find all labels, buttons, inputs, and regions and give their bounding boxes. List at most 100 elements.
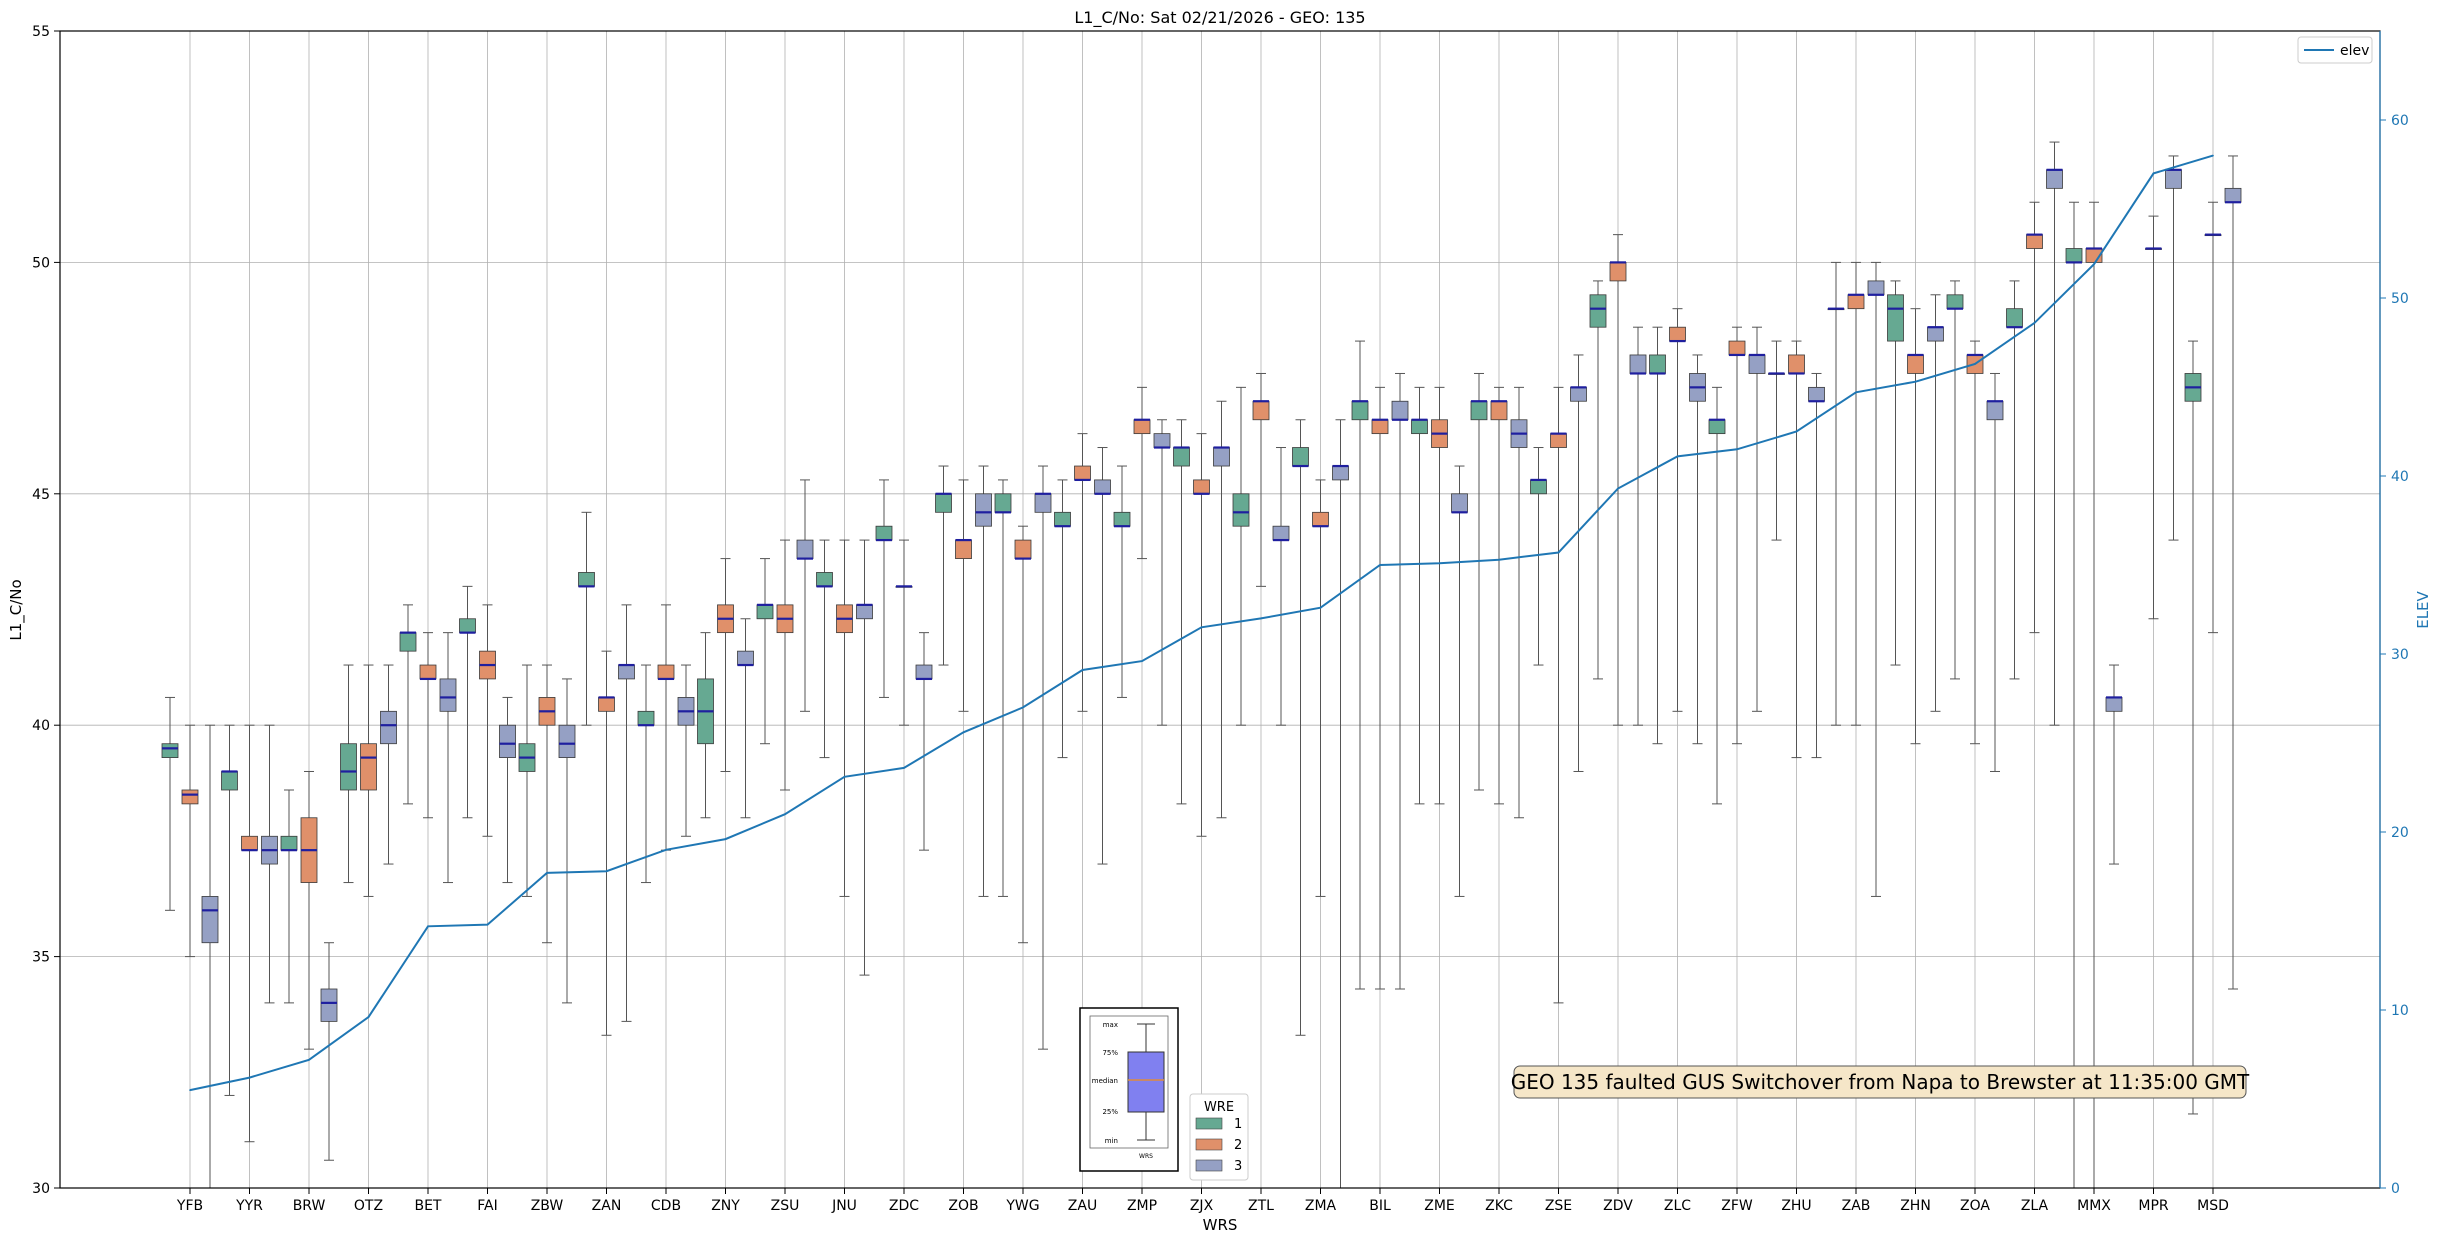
x-tick-label: FAI (477, 1198, 497, 1214)
wre-legend-label-1: 1 (1234, 1117, 1242, 1132)
box-iqr (975, 493, 992, 527)
box-ZHU-wre1 (1768, 340, 1785, 541)
box-iqr (1470, 400, 1488, 421)
x-tick-label: MPR (2138, 1198, 2169, 1214)
box-YWG-wre1 (994, 479, 1012, 897)
box-ZDV-wre3 (1629, 326, 1647, 726)
elev-point-FAI (486, 923, 489, 926)
box-iqr (439, 678, 457, 712)
box-ZHN-wre3 (1927, 294, 1944, 712)
x-tick-label: ZNY (711, 1198, 740, 1214)
box-ZSU-wre2 (776, 539, 794, 791)
box-ZMA-wre2 (1312, 479, 1329, 897)
wre-legend-label-2: 2 (1234, 1138, 1242, 1153)
box-BET-wre2 (419, 632, 437, 819)
box-ZLC-wre1 (1649, 326, 1666, 745)
box-iqr (2006, 308, 2023, 328)
box-FAI-wre2 (479, 604, 496, 837)
elev-point-ZOA (1974, 363, 1976, 365)
elev-point-MPR (2152, 172, 2155, 175)
box-ZAU-wre3 (1094, 447, 1111, 865)
box-iqr (181, 789, 199, 805)
box-iqr (161, 743, 179, 758)
box-iqr (1391, 400, 1409, 421)
box-iqr (1153, 433, 1171, 448)
box-iqr (2046, 169, 2063, 189)
box-iqr (1808, 386, 1825, 402)
box-MPR-wre2 (2145, 215, 2162, 620)
y-tick-label: 30 (32, 1181, 50, 1197)
box-ZTL-wre1 (1232, 386, 1250, 726)
box-iqr (1748, 354, 1766, 374)
box-iqr (1669, 326, 1686, 342)
box-MSD-wre1 (2184, 340, 2202, 1115)
x-tick-label: ZAU (1068, 1198, 1097, 1214)
x-tick-label: ZMA (1305, 1198, 1337, 1214)
elev-point-ZNY (724, 838, 727, 840)
elev-point-ZJX (1200, 626, 1203, 629)
box-iqr (1649, 354, 1666, 374)
elev-point-YFB (189, 1089, 191, 1091)
box-iqr (399, 632, 417, 652)
box-legend-q1-label: 25% (1102, 1108, 1118, 1116)
elev-point-ZME (1438, 562, 1441, 565)
elev-point-ZDC (903, 767, 905, 769)
box-iqr (2224, 187, 2242, 203)
box-CDB-wre1 (637, 664, 655, 884)
box-ZOB-wre2 (955, 479, 972, 712)
box-iqr (241, 835, 258, 851)
elev-series (189, 154, 2214, 1092)
elev-point-ZOB (962, 731, 965, 734)
box-legend: max 75% median 25% min WRS (1079, 1007, 1179, 1172)
box-iqr (1986, 400, 2004, 421)
box-MMX-wre1 (2065, 201, 2083, 1188)
box-JNU-wre1 (816, 539, 833, 759)
box-plots (161, 141, 2242, 1188)
box-iqr (1351, 400, 1369, 421)
box-iqr (2105, 697, 2123, 712)
box-iqr (1193, 479, 1210, 495)
wre-legend-frame (1189, 1093, 1249, 1181)
box-iqr (1312, 511, 1329, 527)
box-iqr (915, 664, 933, 680)
axes: 30 35 40 45 50 55 0 10 20 30 40 50 60 YFB YYR BRW OTZ BET… (32, 24, 2409, 1214)
x-tick-label: ZMP (1127, 1198, 1157, 1214)
wre-legend-swatch-1 (1195, 1117, 1223, 1130)
box-iqr (637, 710, 655, 726)
y2-axis-label: ELEV (2414, 590, 2432, 628)
elev-point-ZTL (1260, 617, 1262, 620)
box-iqr (1927, 326, 1944, 342)
box-ZFW-wre3 (1748, 326, 1766, 712)
box-iqr (1074, 465, 1091, 481)
box-legend-max-label: max (1103, 1021, 1118, 1029)
y-tick-label: 55 (32, 24, 50, 40)
elev-point-MMX (2093, 263, 2095, 265)
elev-point-BRW (308, 1059, 310, 1061)
box-ZSE-wre1 (1530, 447, 1547, 666)
box-ZSU-wre3 (796, 479, 814, 712)
box-BET-wre1 (399, 604, 417, 805)
box-iqr (1332, 465, 1349, 481)
box-MMX-wre3 (2105, 664, 2123, 865)
box-legend-min-label: min (1105, 1137, 1118, 1145)
annotation-text: GEO 135 faulted GUS Switchover from Napa… (1511, 1070, 2250, 1094)
box-iqr (1728, 340, 1746, 356)
y-tick-label: 45 (32, 487, 50, 503)
box-iqr (598, 697, 615, 712)
x-tick-label: BET (414, 1198, 441, 1214)
box-BRW-wre1 (280, 789, 298, 1004)
box-ZLA-wre1 (2006, 280, 2023, 680)
box-ZBW-wre1 (518, 664, 536, 897)
box-ZLA-wre3 (2046, 141, 2063, 726)
box-ZSE-wre2 (1550, 386, 1567, 1004)
y2-tick-label: 60 (2391, 113, 2409, 129)
box-OTZ-wre2 (360, 664, 377, 897)
box-ZFW-wre1 (1708, 386, 1726, 805)
box-JNU-wre2 (836, 539, 853, 897)
x-tick-label: ZAB (1842, 1198, 1871, 1214)
elev-legend: elev (2297, 36, 2373, 64)
box-ZME-wre1 (1411, 386, 1428, 805)
y2-tick-label: 0 (2391, 1181, 2400, 1197)
box-YYR-wre2 (241, 724, 258, 1143)
